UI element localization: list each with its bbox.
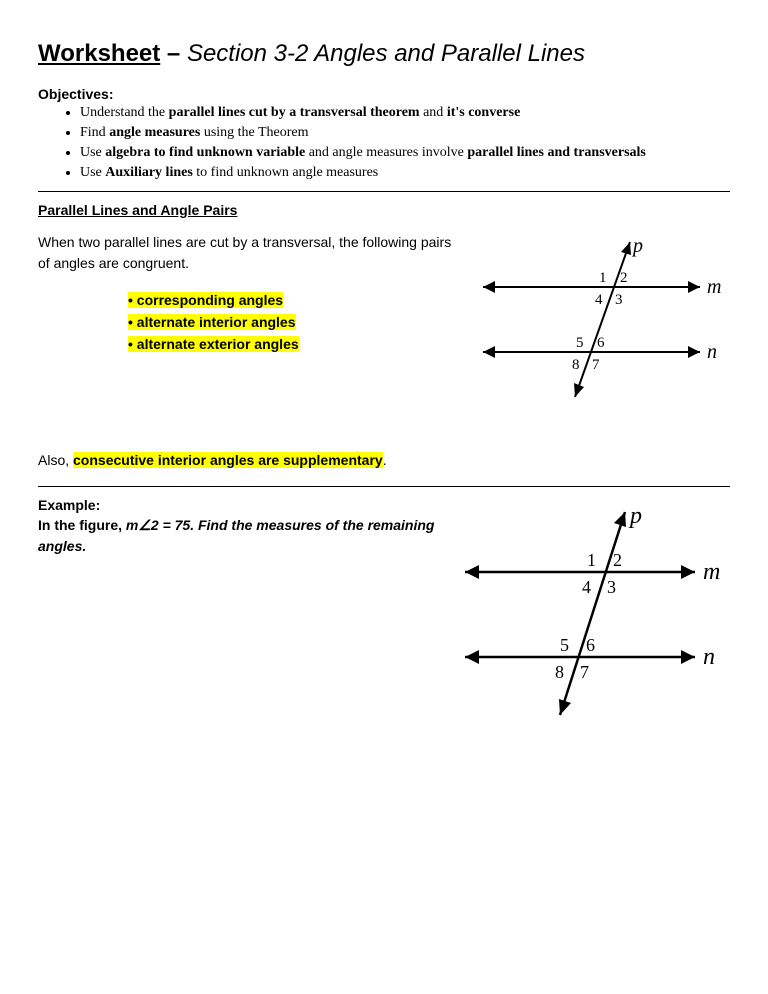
angle-4: 4	[582, 577, 591, 597]
angle-8: 8	[555, 662, 564, 682]
objective-item: Use Auxiliary lines to find unknown angl…	[80, 164, 730, 183]
objectives-section: Objectives: Understand the parallel line…	[38, 86, 730, 183]
divider	[38, 486, 730, 487]
angle-item: • alternate interior angles	[128, 314, 465, 330]
angle-2: 2	[613, 550, 622, 570]
angle-7: 7	[580, 662, 589, 682]
diagram-1: p m n 1 2 3 4 5 6 7 8	[475, 232, 730, 412]
example-text-col: Example: In the figure, m∠2 = 75. Find t…	[38, 497, 445, 557]
objectives-list: Understand the parallel lines cut by a t…	[38, 104, 730, 183]
angle-3: 3	[615, 292, 623, 308]
title-subtitle: Section 3-2 Angles and Parallel Lines	[187, 40, 585, 67]
angle-8: 8	[572, 357, 580, 373]
title-worksheet: Worksheet	[38, 40, 160, 67]
section-heading: Parallel Lines and Angle Pairs	[38, 202, 730, 218]
angle-1: 1	[587, 550, 596, 570]
label-n: n	[707, 341, 717, 363]
angle-6: 6	[586, 635, 595, 655]
angle-5: 5	[576, 335, 584, 351]
label-p: p	[631, 235, 643, 257]
angle-list: • corresponding angles • alternate inter…	[128, 292, 465, 352]
label-m: m	[707, 276, 721, 298]
label-m: m	[703, 559, 720, 585]
diagram-2: p m n 1 2 3 4 5 6 7 8	[455, 497, 730, 732]
angle-1: 1	[599, 270, 607, 286]
example-text: In the figure, m∠2 = 75. Find the measur…	[38, 515, 445, 557]
section1-text: When two parallel lines are cut by a tra…	[38, 232, 465, 358]
intro-text: When two parallel lines are cut by a tra…	[38, 232, 465, 274]
objective-item: Use algebra to find unknown variable and…	[80, 144, 730, 163]
objective-item: Find angle measures using the Theorem	[80, 124, 730, 143]
example-label: Example:	[38, 497, 445, 513]
objectives-label: Objectives:	[38, 86, 730, 102]
parallel-lines-diagram-large: p m n 1 2 3 4 5 6 7 8	[455, 497, 730, 727]
angle-4: 4	[595, 292, 603, 308]
objective-item: Understand the parallel lines cut by a t…	[80, 104, 730, 123]
page-title: Worksheet – Section 3-2 Angles and Paral…	[38, 40, 730, 68]
angle-item: • alternate exterior angles	[128, 336, 465, 352]
angle-5: 5	[560, 635, 569, 655]
angle-7: 7	[592, 357, 600, 373]
title-dash: –	[160, 40, 187, 67]
divider	[38, 191, 730, 192]
label-n: n	[703, 644, 715, 670]
parallel-lines-diagram: p m n 1 2 3 4 5 6 7 8	[475, 232, 730, 407]
label-p: p	[628, 503, 642, 529]
angle-2: 2	[620, 270, 628, 286]
section1-content: When two parallel lines are cut by a tra…	[38, 232, 730, 412]
angle-item: • corresponding angles	[128, 292, 465, 308]
angle-3: 3	[607, 577, 616, 597]
angle-6: 6	[597, 335, 605, 351]
also-line: Also, consecutive interior angles are su…	[38, 452, 730, 468]
example-section: Example: In the figure, m∠2 = 75. Find t…	[38, 497, 730, 732]
